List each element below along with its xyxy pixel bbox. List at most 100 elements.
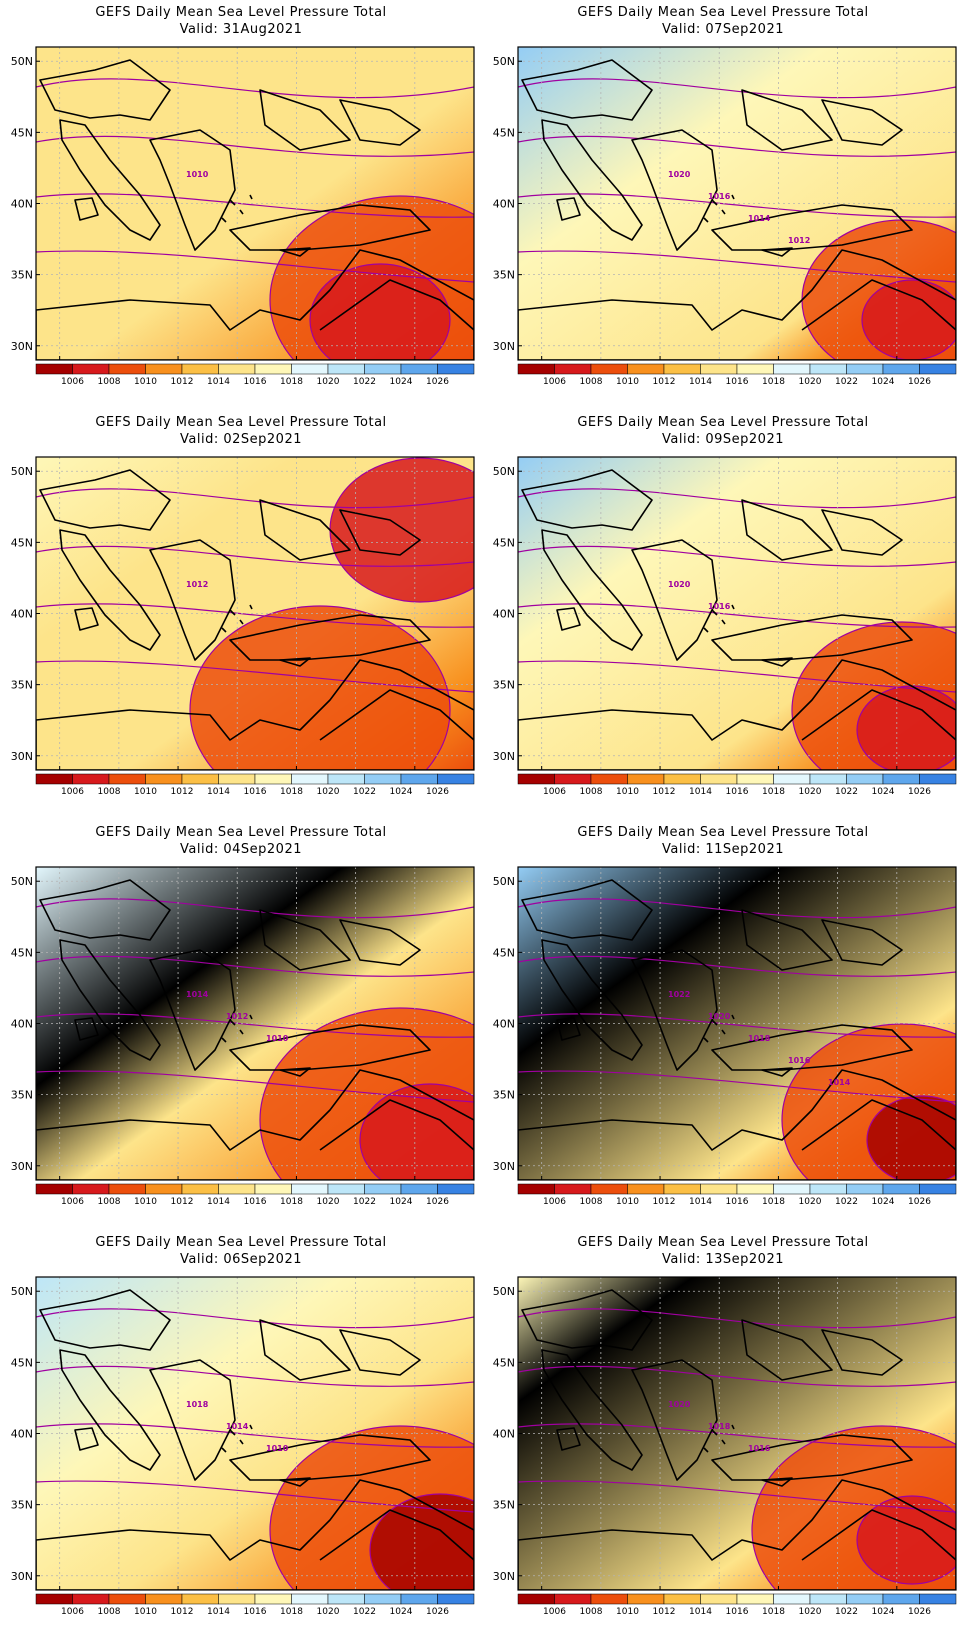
latitude-tick-label: 35N [493,269,515,282]
colorbar-label: 1008 [580,1607,603,1617]
coastline [39,1289,171,1351]
colorbar-swatch [700,1183,738,1195]
latitude-tick-label: 45N [11,1356,33,1369]
isobar-contour [36,545,474,567]
latitude-tick-label: 35N [11,269,33,282]
panel-valid-date: Valid: 02Sep2021 [180,432,302,447]
isobar-contour [518,898,956,919]
colorbar-label: 1024 [872,787,895,797]
colorbar-swatch [218,1183,256,1195]
isobar-contour [518,660,956,693]
coastline [761,1477,793,1487]
colorbar-swatch [590,1183,628,1195]
colorbar-label: 1020 [317,377,340,387]
colorbar-swatch [919,773,957,785]
colorbar-swatch [145,773,183,785]
colorbar-label: 1024 [872,1607,895,1617]
colorbar-label: 1010 [134,1197,157,1207]
coastline [339,99,421,146]
colorbar-swatch [437,1593,475,1605]
latitude-tick-label: 30N [11,750,33,763]
pressure-band [857,686,956,770]
latitude-tick-label: 35N [11,1499,33,1512]
colorbar-label: 1026 [908,1197,931,1207]
colorbar-swatch [882,1593,920,1605]
colorbar-label: 1006 [61,1607,84,1617]
colorbar-swatch [254,1183,292,1195]
colorbar-swatch [846,773,884,785]
coastline [711,614,913,661]
latitude-tick-label: 30N [493,340,515,353]
latitude-tick-label: 50N [493,465,515,478]
coastline [761,657,793,667]
colorbar-swatch [627,1183,665,1195]
latitude-tick-label: 40N [11,1018,33,1031]
colorbar-label: 1010 [134,1607,157,1617]
coastline [801,1099,956,1151]
colorbar-swatch [254,773,292,785]
latitude-tick-label: 40N [493,1428,515,1441]
panel-title: GEFS Daily Mean Sea Level Pressure Total [577,825,869,840]
colorbar-label: 1024 [872,377,895,387]
panel-valid-date: Valid: 06Sep2021 [180,1252,302,1267]
colorbar-swatch [809,1593,847,1605]
colorbar-swatch [590,363,628,375]
isobar-label: 1018 [748,1034,771,1043]
colorbar-swatch [700,363,738,375]
isobar-contour [781,1023,956,1180]
coastline [711,1024,913,1071]
coastline [259,89,351,151]
colorbar-label: 1006 [543,1197,566,1207]
coastline [631,129,718,251]
coastline [229,1024,431,1071]
colorbar-swatch [72,363,110,375]
isobar-contour [856,1495,956,1585]
colorbar-label: 1008 [98,1197,121,1207]
coastline [221,194,253,223]
colorbar-label: 1012 [171,1607,194,1617]
isobar-contour [36,1480,474,1513]
coastline [541,119,643,241]
colorbar-swatch [254,1593,292,1605]
colorbar-label: 1014 [689,377,712,387]
coastline [319,1099,474,1151]
coastline [319,689,474,741]
colorbar-label: 1026 [908,787,931,797]
isobar-contour [36,1308,474,1329]
colorbar-swatch [809,773,847,785]
colorbar-swatch [663,363,701,375]
colorbar-label: 1026 [908,377,931,387]
colorbar-swatch [846,363,884,375]
latitude-tick-label: 45N [493,126,515,139]
colorbar-label: 1022 [835,377,858,387]
isobar-label: 1012 [186,580,208,589]
colorbar-swatch [364,363,402,375]
coastline [631,539,718,661]
colorbar-swatch [700,773,738,785]
coastline [59,939,161,1061]
colorbar-label: 1018 [762,1197,785,1207]
coastline [221,1014,253,1043]
colorbar-swatch [145,363,183,375]
isobar-label: 1010 [186,170,209,179]
coastline [711,1434,913,1481]
colorbar-label: 1016 [726,377,749,387]
colorbar-swatch [437,773,475,785]
colorbar-swatch [145,1183,183,1195]
colorbar-swatch [35,773,73,785]
latitude-tick-label: 35N [493,1499,515,1512]
isobar-contour [36,78,474,99]
coastline [821,1329,903,1376]
colorbar-swatch [145,1593,183,1605]
colorbar-label: 1022 [353,787,376,797]
colorbar-swatch [291,1593,329,1605]
colorbar-label: 1008 [580,787,603,797]
coastline [339,509,421,556]
colorbar-swatch [882,773,920,785]
isobar-contour [36,135,474,157]
colorbar-label: 1020 [799,1607,822,1617]
coastline [59,529,161,651]
colorbar-swatch [35,363,73,375]
panel-valid-date: Valid: 11Sep2021 [662,842,784,857]
